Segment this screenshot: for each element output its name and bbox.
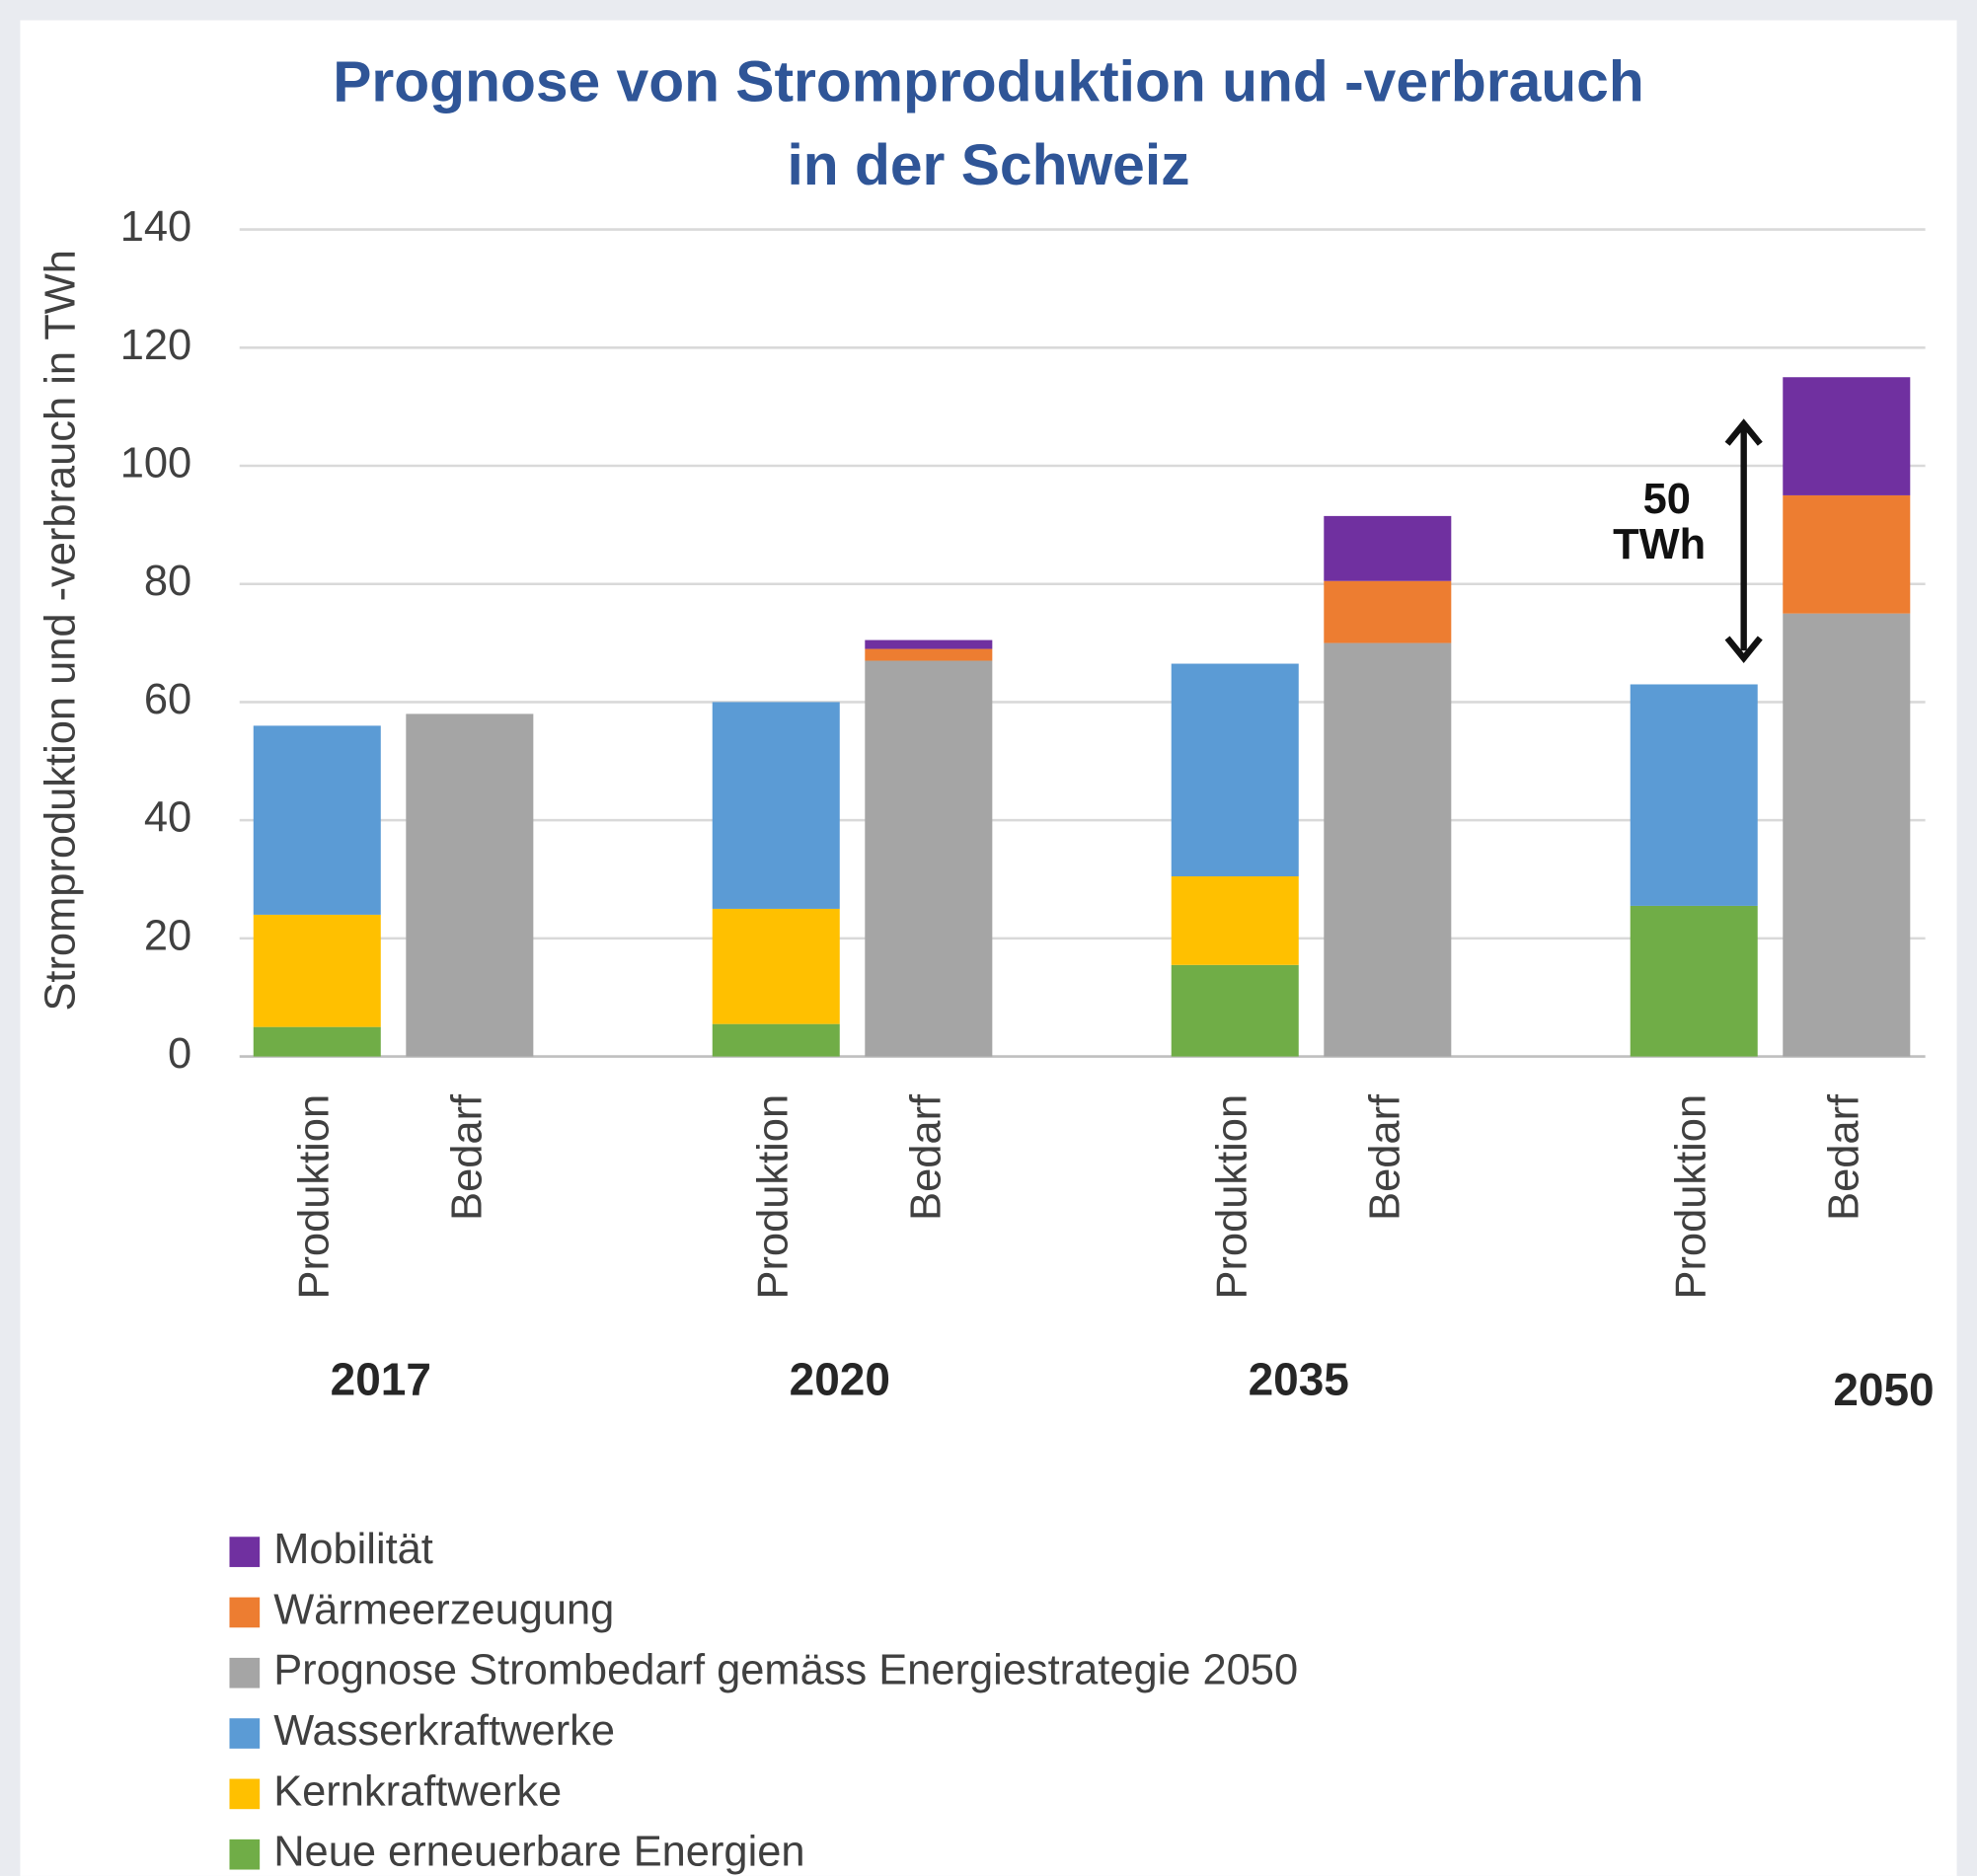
bar-segment	[712, 702, 840, 909]
bar-segment	[865, 660, 993, 1057]
y-tick-label: 40	[144, 794, 191, 842]
x-tick-label: Produktion	[750, 1094, 798, 1300]
bar-segment	[1630, 905, 1758, 1057]
x-tick-label: Produktion	[1668, 1094, 1715, 1300]
bar-segment	[865, 639, 993, 649]
legend-label: Prognose Strombedarf gemäss Energiestrat…	[273, 1647, 1298, 1694]
bar-segment	[1324, 580, 1452, 643]
legend-swatch	[229, 1537, 261, 1567]
group-label: 2020	[790, 1354, 890, 1405]
x-tick-label: Produktion	[291, 1094, 339, 1300]
group-label: 2050	[1833, 1364, 1934, 1415]
bar-segment	[253, 725, 381, 915]
y-tick-label: 0	[168, 1030, 191, 1078]
bar-segment	[253, 914, 381, 1027]
chart-title: in der Schweiz	[787, 133, 1189, 197]
annotation: TWh	[1613, 521, 1706, 568]
legend-label: Neue erneuerbare Energien	[273, 1829, 804, 1876]
bar-segment	[1171, 876, 1299, 965]
y-tick-label: 60	[144, 676, 191, 723]
y-tick-label: 20	[144, 912, 191, 959]
legend-swatch	[229, 1657, 261, 1688]
bar-segment	[712, 1023, 840, 1057]
bar-segment	[1324, 515, 1452, 581]
legend-label: Mobilität	[273, 1526, 433, 1573]
bar-segment	[1324, 642, 1452, 1057]
y-tick-label: 100	[120, 439, 191, 487]
x-tick-label: Bedarf	[1820, 1093, 1867, 1221]
bar-segment	[1630, 684, 1758, 906]
y-axis-label: Stromproduktion und -verbrauch in TWh	[37, 250, 84, 1012]
legend-swatch	[229, 1778, 261, 1810]
x-tick-label: Produktion	[1209, 1094, 1256, 1300]
x-tick-label: Bedarf	[443, 1093, 491, 1221]
bar-segment	[1783, 494, 1911, 614]
legend-label: Wasserkraftwerke	[273, 1707, 615, 1755]
legend-swatch	[229, 1597, 261, 1628]
y-tick-label: 80	[144, 558, 191, 605]
annotation-arrow	[1724, 418, 1763, 663]
bar-segment	[712, 908, 840, 1024]
x-tick-label: Bedarf	[1361, 1093, 1408, 1221]
bar-segment	[1783, 377, 1911, 495]
bar-segment	[253, 1026, 381, 1057]
y-tick-label: 140	[120, 203, 191, 251]
bar-segment	[1171, 663, 1299, 877]
y-tick-label: 120	[120, 322, 191, 369]
x-tick-label: Bedarf	[902, 1093, 950, 1221]
group-label: 2017	[331, 1354, 431, 1405]
bar-segment	[406, 713, 534, 1057]
bar-segment	[1171, 964, 1299, 1057]
chart-title: Prognose von Stromproduktion und -verbra…	[333, 49, 1643, 113]
legend-label: Kernkraftwerke	[273, 1767, 562, 1815]
bar-segment	[1783, 613, 1911, 1057]
bar-segment	[865, 648, 993, 661]
group-label: 2035	[1249, 1354, 1349, 1405]
legend-swatch	[229, 1718, 261, 1749]
legend-label: Wärmeerzeugung	[273, 1586, 614, 1633]
annotation: 50	[1643, 476, 1691, 523]
legend-swatch	[229, 1838, 261, 1870]
